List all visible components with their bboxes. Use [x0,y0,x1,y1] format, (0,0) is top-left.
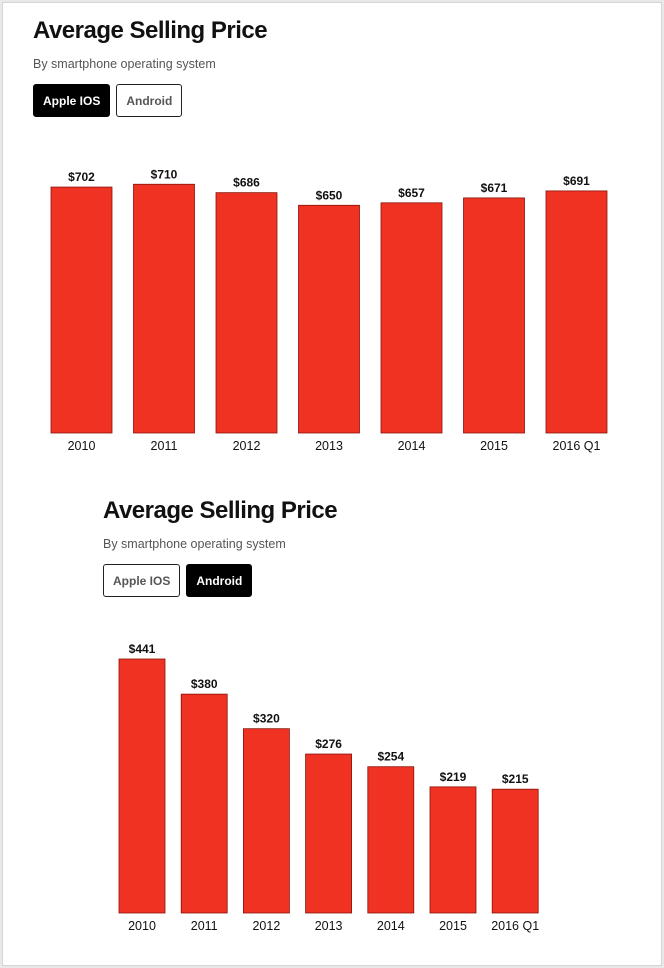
bar-value-label: $441 [129,642,156,656]
apple-ios-toggle[interactable]: Apple IOS [103,564,181,597]
os-toggle-group: Apple IOS Android [33,84,633,117]
chart-subtitle: By smartphone operating system [33,57,216,71]
x-tick-label: 2014 [398,439,426,453]
bar-2011 [133,183,195,434]
bar-chart-android: $441 2010 $380 2011 $320 2012 $276 2013 $254 2014… [118,642,539,933]
bar-2016-q1 [545,190,608,434]
bar-value-label: $380 [191,677,218,691]
bar-value-label: $686 [233,176,260,190]
bar-value-label: $254 [377,750,404,764]
bar-2014 [380,202,443,434]
bar-value-label: $702 [68,170,95,184]
bar-value-label: $320 [253,712,280,726]
x-tick-label: 2013 [315,919,343,933]
chart-subtitle: By smartphone operating system [103,537,286,551]
x-tick-label: 2012 [252,919,280,933]
x-tick-label: 2015 [439,919,467,933]
bar-2015 [463,197,525,434]
x-tick-label: 2016 Q1 [553,439,601,453]
x-tick-label: 2010 [128,919,156,933]
bar-2012 [242,728,290,914]
bar-value-label: $657 [398,186,425,200]
bar-chart-apple: $702 2010 $710 2011 $686 2012 $650 2013 $657 2014… [50,167,608,453]
apple-ios-toggle[interactable]: Apple IOS [33,84,111,117]
x-tick-label: 2015 [480,439,508,453]
os-toggle-group: Apple IOS Android [103,564,563,597]
bar-value-label: $710 [151,167,178,181]
bar-value-label: $276 [315,737,342,751]
bar-2012 [215,192,278,434]
x-tick-label: 2014 [377,919,405,933]
bar-value-label: $215 [502,772,529,786]
bar-2013 [298,204,360,434]
chart-title: Average Selling Price [103,497,338,524]
bar-2010 [118,658,166,914]
bar-2011 [180,693,228,914]
bar-value-label: $671 [481,181,508,195]
bar-2014 [367,766,415,914]
android-toggle[interactable]: Android [116,84,183,117]
bar-value-label: $691 [563,174,590,188]
bar-2016-q1 [491,788,539,914]
chart-panel-android: Average Selling Price By smartphone oper… [103,497,563,937]
android-toggle[interactable]: Android [186,564,253,597]
bar-value-label: $650 [316,188,343,202]
x-tick-label: 2011 [191,919,218,933]
x-tick-label: 2016 Q1 [491,919,539,933]
chart-title: Average Selling Price [33,17,268,44]
x-tick-label: 2012 [233,439,261,453]
bar-value-label: $219 [440,770,467,784]
bar-2010 [50,186,113,434]
x-tick-label: 2010 [68,439,96,453]
x-tick-label: 2013 [315,439,343,453]
x-tick-label: 2011 [151,439,178,453]
bar-2015 [429,786,477,914]
chart-panel-apple: Average Selling Price By smartphone oper… [33,17,633,457]
bar-2013 [305,753,353,914]
